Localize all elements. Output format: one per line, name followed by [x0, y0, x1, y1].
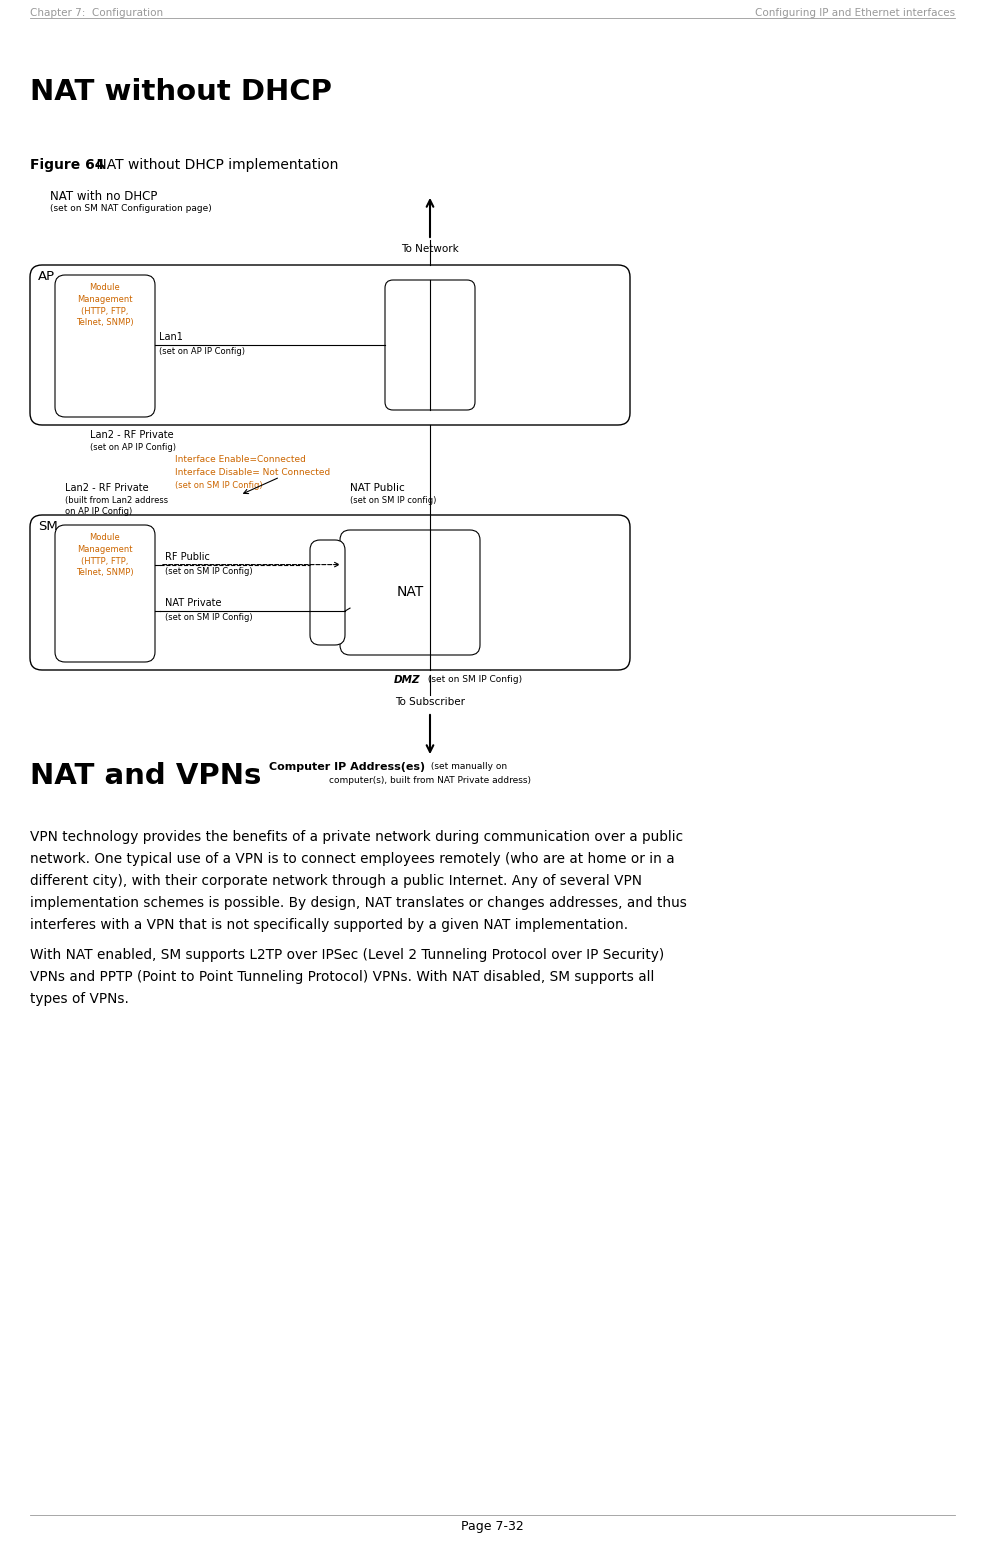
FancyBboxPatch shape [55, 526, 155, 662]
Text: (set on SM IP Config): (set on SM IP Config) [165, 613, 253, 622]
FancyBboxPatch shape [340, 530, 480, 655]
Text: (set on SM IP Config): (set on SM IP Config) [175, 480, 263, 490]
Text: To Subscriber: To Subscriber [395, 697, 465, 708]
Text: VPNs and PPTP (Point to Point Tunneling Protocol) VPNs. With NAT disabled, SM su: VPNs and PPTP (Point to Point Tunneling … [30, 970, 654, 984]
Text: (set on AP IP Config): (set on AP IP Config) [90, 443, 176, 453]
Text: types of VPNs.: types of VPNs. [30, 992, 129, 1006]
Text: NAT Public: NAT Public [350, 484, 404, 493]
FancyBboxPatch shape [385, 280, 475, 411]
Text: interferes with a VPN that is not specifically supported by a given NAT implemen: interferes with a VPN that is not specif… [30, 917, 628, 931]
Text: NAT with no DHCP: NAT with no DHCP [50, 190, 157, 204]
Text: To Network: To Network [401, 244, 459, 253]
Text: Lan2 - RF Private: Lan2 - RF Private [65, 484, 149, 493]
Text: (set manually on: (set manually on [428, 762, 507, 771]
Text: AP: AP [38, 271, 55, 283]
Text: Figure 64: Figure 64 [30, 159, 104, 173]
Text: Lan2 - RF Private: Lan2 - RF Private [90, 431, 173, 440]
Text: Lan1: Lan1 [159, 333, 183, 342]
Text: VPN technology provides the benefits of a private network during communication o: VPN technology provides the benefits of … [30, 830, 683, 844]
Text: computer(s), built from NAT Private address): computer(s), built from NAT Private addr… [329, 776, 531, 785]
Text: DMZ: DMZ [394, 675, 420, 686]
Text: Interface Enable=Connected: Interface Enable=Connected [175, 456, 306, 463]
Text: Module
Management
(HTTP, FTP,
Telnet, SNMP): Module Management (HTTP, FTP, Telnet, SN… [76, 533, 134, 577]
Text: network. One typical use of a VPN is to connect employees remotely (who are at h: network. One typical use of a VPN is to … [30, 852, 675, 866]
Text: implementation schemes is possible. By design, NAT translates or changes address: implementation schemes is possible. By d… [30, 896, 687, 910]
Text: NAT and VPNs: NAT and VPNs [30, 762, 262, 790]
Text: Interface Disable= Not Connected: Interface Disable= Not Connected [175, 468, 331, 477]
Text: RF Public: RF Public [165, 552, 210, 561]
Text: Configuring IP and Ethernet interfaces: Configuring IP and Ethernet interfaces [755, 8, 955, 19]
Text: Page 7-32: Page 7-32 [461, 1519, 523, 1533]
Text: With NAT enabled, SM supports L2TP over IPSec (Level 2 Tunneling Protocol over I: With NAT enabled, SM supports L2TP over … [30, 949, 664, 963]
Text: (set on SM IP Config): (set on SM IP Config) [165, 566, 253, 575]
Text: (set on SM IP config): (set on SM IP config) [350, 496, 436, 505]
Text: on AP IP Config): on AP IP Config) [65, 507, 132, 516]
Text: NAT Private: NAT Private [165, 599, 221, 608]
Text: NAT: NAT [397, 586, 424, 600]
Text: Chapter 7:  Configuration: Chapter 7: Configuration [30, 8, 163, 19]
FancyBboxPatch shape [30, 515, 630, 670]
Text: (set on SM IP Config): (set on SM IP Config) [425, 675, 523, 684]
Text: Module
Management
(HTTP, FTP,
Telnet, SNMP): Module Management (HTTP, FTP, Telnet, SN… [76, 283, 134, 328]
Text: SM: SM [38, 519, 58, 533]
FancyBboxPatch shape [30, 264, 630, 425]
Text: (set on SM NAT Configuration page): (set on SM NAT Configuration page) [50, 204, 212, 213]
FancyBboxPatch shape [310, 540, 345, 645]
Text: NAT without DHCP implementation: NAT without DHCP implementation [92, 159, 338, 173]
Text: Computer IP Address(es): Computer IP Address(es) [269, 762, 425, 771]
FancyBboxPatch shape [55, 275, 155, 417]
Text: NAT without DHCP: NAT without DHCP [30, 78, 332, 106]
Text: (built from Lan2 address: (built from Lan2 address [65, 496, 168, 505]
Text: (set on AP IP Config): (set on AP IP Config) [159, 347, 245, 356]
Text: different city), with their corporate network through a public Internet. Any of : different city), with their corporate ne… [30, 874, 642, 888]
